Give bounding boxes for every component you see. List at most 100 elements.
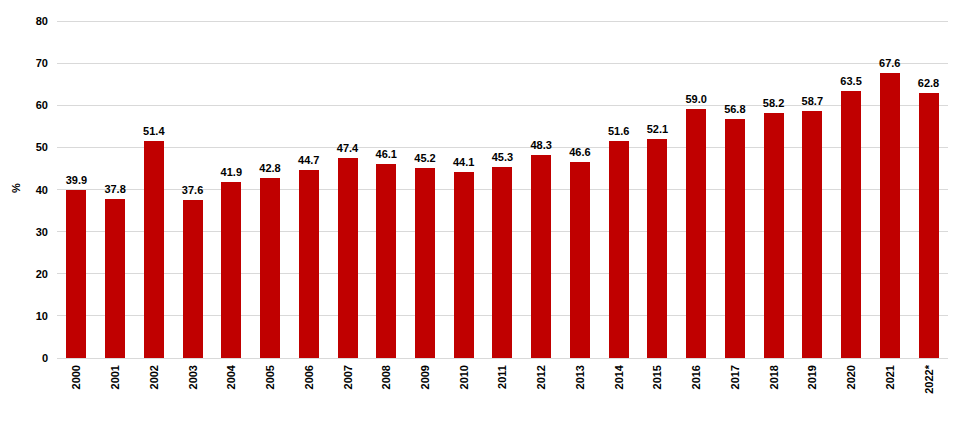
x-tick-cell: 2008 (367, 365, 406, 394)
x-tick-cell: 2012 (522, 365, 561, 394)
bar-column: 62.8 (909, 21, 948, 358)
bar (105, 199, 125, 358)
x-tick-cell: 2020 (832, 365, 871, 394)
bar-value-label: 51.4 (143, 125, 164, 137)
x-tick-label: 2007 (342, 365, 354, 389)
y-tick-label: 10 (36, 309, 48, 323)
x-tick-cell: 2002 (134, 365, 173, 394)
bar-column: 46.1 (367, 21, 406, 358)
bar (686, 109, 706, 358)
x-tick-label: 2009 (419, 365, 431, 389)
x-tick-cell: 2013 (561, 365, 600, 394)
bar-column: 51.6 (599, 21, 638, 358)
bar (609, 141, 629, 358)
bar-value-label: 37.8 (104, 183, 125, 195)
bar-column: 51.4 (134, 21, 173, 358)
bar-column: 58.7 (793, 21, 832, 358)
x-tick-cell: 2007 (328, 365, 367, 394)
bar-column: 44.1 (444, 21, 483, 358)
bar-value-label: 52.1 (647, 123, 668, 135)
bar-value-label: 44.1 (453, 156, 474, 168)
y-axis-title: % (10, 183, 22, 193)
bar-column: 42.8 (251, 21, 290, 358)
bar-value-label: 58.7 (802, 95, 823, 107)
bar (492, 167, 512, 358)
x-tick-label: 2002 (148, 365, 160, 389)
bar-column: 63.5 (832, 21, 871, 358)
x-tick-label: 2015 (651, 365, 663, 389)
bars-container: 39.9 37.8 51.4 37.6 41.9 42.8 44.7 47.4 46.1 45.2… (57, 21, 948, 358)
x-tick-cell: 2001 (96, 365, 135, 394)
x-tick-label: 2001 (109, 365, 121, 389)
bar-value-label: 63.5 (840, 75, 861, 87)
bar-column: 59.0 (677, 21, 716, 358)
bar-value-label: 46.6 (569, 146, 590, 158)
x-tick-label: 2018 (768, 365, 780, 389)
x-tick-cell: 2018 (754, 365, 793, 394)
x-tick-label: 2011 (496, 365, 508, 389)
x-tick-cell: 2006 (289, 365, 328, 394)
bar (415, 168, 435, 358)
y-tick-label: 80 (36, 14, 48, 28)
x-tick-cell: 2014 (599, 365, 638, 394)
bar (725, 119, 745, 358)
bar-column: 41.9 (212, 21, 251, 358)
x-tick-cell: 2009 (406, 365, 445, 394)
y-tick-label: 50 (36, 140, 48, 154)
x-tick-label: 2019 (806, 365, 818, 389)
x-tick-cell: 2022* (909, 365, 948, 394)
x-tick-cell: 2000 (57, 365, 96, 394)
x-tick-label: 2004 (225, 365, 237, 389)
y-tick-label: 20 (36, 267, 48, 281)
bar-column: 39.9 (57, 21, 96, 358)
bar-value-label: 62.8 (918, 77, 939, 89)
bar-value-label: 45.3 (492, 151, 513, 163)
x-tick-cell: 2011 (483, 365, 522, 394)
bar (764, 113, 784, 358)
y-tick-label: 0 (42, 351, 48, 365)
bar-column: 48.3 (522, 21, 561, 358)
bar (221, 182, 241, 359)
bar (338, 158, 358, 358)
bar (802, 111, 822, 358)
x-tick-cell: 2017 (715, 365, 754, 394)
bar-column: 45.3 (483, 21, 522, 358)
bar-column: 37.8 (96, 21, 135, 358)
bar-value-label: 47.4 (337, 142, 358, 154)
bar-column: 47.4 (328, 21, 367, 358)
x-tick-label: 2022* (923, 365, 935, 394)
bar-column: 52.1 (638, 21, 677, 358)
x-tick-label: 2013 (574, 365, 586, 389)
x-tick-cell: 2004 (212, 365, 251, 394)
x-tick-cell: 2010 (444, 365, 483, 394)
bar-value-label: 45.2 (414, 152, 435, 164)
bar (144, 141, 164, 358)
x-tick-label: 2012 (535, 365, 547, 389)
bar-value-label: 41.9 (221, 166, 242, 178)
y-tick-label: 60 (36, 98, 48, 112)
bar-value-label: 39.9 (66, 174, 87, 186)
bar (531, 155, 551, 358)
bar-value-label: 42.8 (259, 162, 280, 174)
x-tick-cell: 2015 (638, 365, 677, 394)
y-tick-label: 30 (36, 225, 48, 239)
bar (260, 178, 280, 358)
plot-area: 01020304050607080 39.937.851.437.641.942… (57, 21, 948, 358)
bar (66, 190, 86, 358)
bar (454, 172, 474, 358)
bar (299, 170, 319, 358)
bar (570, 162, 590, 358)
bar-value-label: 37.6 (182, 184, 203, 196)
bar-value-label: 51.6 (608, 125, 629, 137)
x-tick-label: 2008 (380, 365, 392, 389)
x-tick-cell: 2003 (173, 365, 212, 394)
bar (841, 91, 861, 358)
bar (919, 93, 939, 358)
y-tick-label: 70 (36, 56, 48, 70)
bar-value-label: 56.8 (724, 103, 745, 115)
bar-column: 46.6 (561, 21, 600, 358)
x-tick-label: 2017 (729, 365, 741, 389)
bar-value-label: 44.7 (298, 154, 319, 166)
x-tick-label: 2005 (264, 365, 276, 389)
y-tick-label: 40 (36, 183, 48, 197)
